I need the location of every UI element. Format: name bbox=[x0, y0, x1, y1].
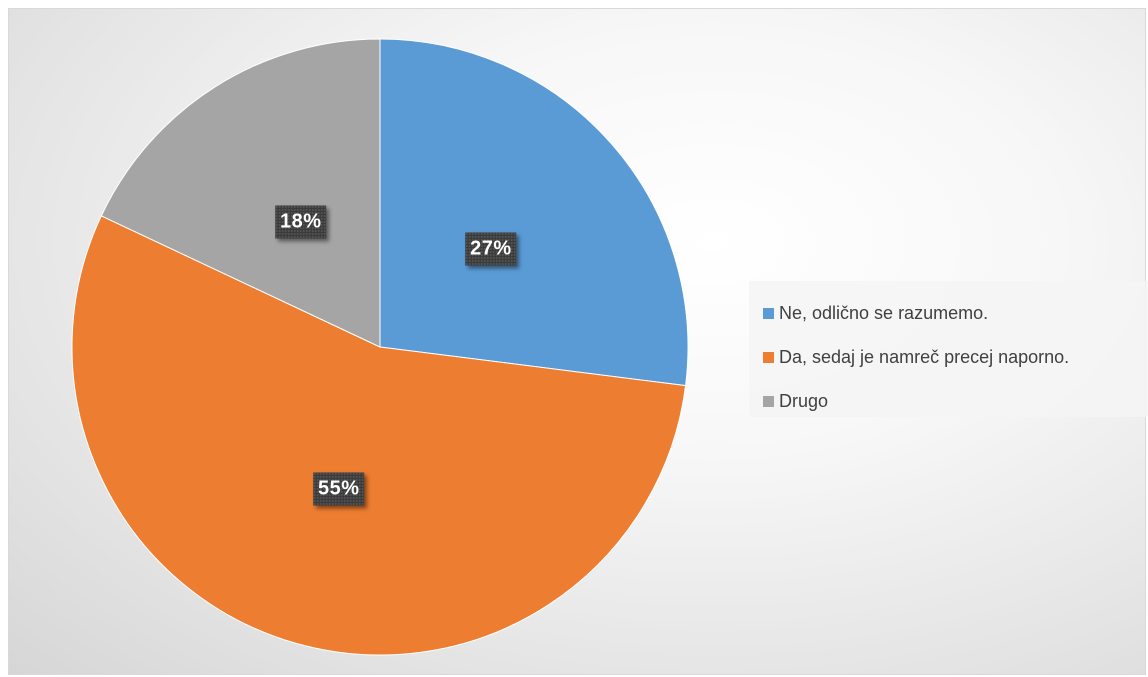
pie-slice-3 bbox=[100, 38, 381, 348]
pie-slice-1 bbox=[379, 38, 689, 387]
chart-area: 27% 55% 18% Ne, odlično se razumemo. Da, se… bbox=[8, 8, 1148, 675]
data-label-2: 55% bbox=[312, 472, 365, 506]
pie-chart bbox=[71, 38, 689, 656]
legend-label: Ne, odlično se razumemo. bbox=[779, 302, 989, 323]
data-label-3: 18% bbox=[275, 205, 327, 239]
legend-item-1: Ne, odlično se razumemo. bbox=[763, 291, 1148, 335]
legend-item-3: Drugo bbox=[763, 379, 1148, 423]
legend-swatch bbox=[763, 395, 774, 407]
legend: Ne, odlično se razumemo. Da, sedaj je nam… bbox=[749, 281, 1148, 417]
legend-swatch bbox=[763, 351, 774, 363]
pie-slice-2 bbox=[71, 215, 687, 656]
legend-label: Da, sedaj je namreč precej naporno. bbox=[779, 346, 1070, 367]
legend-swatch bbox=[763, 307, 774, 319]
legend-item-2: Da, sedaj je namreč precej naporno. bbox=[763, 335, 1148, 379]
data-label-1: 27% bbox=[465, 232, 517, 266]
legend-label: Drugo bbox=[779, 390, 829, 411]
